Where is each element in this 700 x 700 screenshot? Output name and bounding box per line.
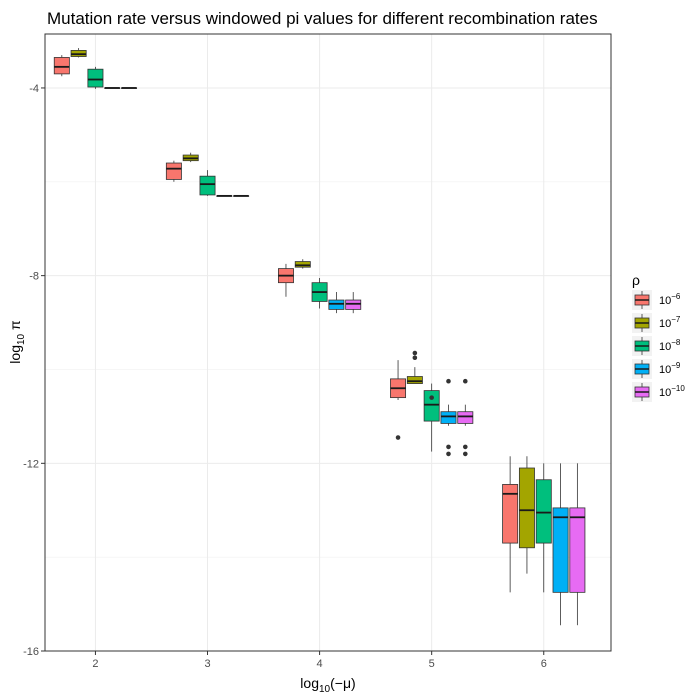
box xyxy=(569,463,586,626)
y-tick-label: -16 xyxy=(23,646,39,658)
box xyxy=(294,259,311,269)
box xyxy=(552,463,569,626)
box xyxy=(390,360,407,440)
box xyxy=(104,87,121,89)
box-body xyxy=(535,479,552,544)
outlier-point xyxy=(446,378,451,384)
box xyxy=(502,456,519,593)
outlier-point xyxy=(429,395,434,400)
y-tick-label: -4 xyxy=(29,83,39,95)
box xyxy=(182,152,199,163)
box xyxy=(535,463,552,593)
box xyxy=(278,263,294,297)
box-body xyxy=(569,507,586,593)
box-body xyxy=(294,261,311,268)
box xyxy=(345,292,362,314)
box xyxy=(328,292,345,314)
box-body xyxy=(518,467,535,549)
legend-label: 10−8 xyxy=(659,338,681,353)
box xyxy=(199,170,216,196)
box-body xyxy=(552,507,569,593)
x-tick-label: 5 xyxy=(429,658,435,670)
outlier-point xyxy=(446,444,451,450)
x-axis-label: log10(−μ) xyxy=(300,675,355,695)
legend-key xyxy=(632,313,652,333)
box xyxy=(233,194,250,197)
outlier-point xyxy=(412,355,418,361)
y-tick-label: -8 xyxy=(29,271,39,283)
legend-title: ρ xyxy=(632,272,640,288)
x-tick-label: 4 xyxy=(317,658,323,670)
outlier-point xyxy=(462,444,468,450)
plot-panel xyxy=(45,34,611,651)
y-tick-label: -12 xyxy=(23,458,39,470)
legend-label: 10−6 xyxy=(659,292,681,307)
box xyxy=(53,55,70,77)
box-body xyxy=(199,175,216,196)
outlier-point xyxy=(412,350,418,356)
box-body xyxy=(502,484,519,544)
legend-key xyxy=(632,336,652,356)
panel-border xyxy=(44,33,612,652)
box xyxy=(165,160,182,182)
legend-label: 10−10 xyxy=(659,384,685,399)
box xyxy=(121,87,138,89)
legend-label: 10−9 xyxy=(659,361,681,376)
outlier-point xyxy=(395,435,401,440)
legend-key xyxy=(632,382,652,402)
box-body xyxy=(165,162,182,180)
x-tick-label: 2 xyxy=(92,658,98,670)
box-series xyxy=(53,48,586,626)
box-body xyxy=(457,411,474,424)
chart-title: Mutation rate versus windowed pi values … xyxy=(47,9,598,28)
legend-label: 10−7 xyxy=(659,315,681,330)
box-body xyxy=(423,390,440,422)
box xyxy=(311,277,328,309)
legend-key xyxy=(632,359,652,379)
box-body xyxy=(345,299,362,310)
outlier-point xyxy=(446,451,451,457)
box-body xyxy=(53,57,70,75)
y-axis: -4 -8 -12 -16 xyxy=(23,83,45,658)
legend-key xyxy=(632,290,652,310)
x-tick-label: 6 xyxy=(541,658,547,670)
x-tick-label: 3 xyxy=(204,658,210,670)
box-body xyxy=(440,411,457,424)
box xyxy=(457,378,474,457)
legend: ρ 10−6 10−7 10−8 10−9 10−10 xyxy=(632,272,685,402)
box xyxy=(87,66,104,89)
box xyxy=(216,194,233,197)
x-axis: 2 3 4 5 6 xyxy=(92,651,547,670)
outlier-point xyxy=(462,451,468,457)
y-axis-label: log10 π xyxy=(7,320,27,364)
box xyxy=(440,378,457,457)
outlier-point xyxy=(462,378,468,384)
box xyxy=(423,383,440,452)
box-body xyxy=(87,68,104,88)
box-body xyxy=(406,376,423,384)
box xyxy=(406,350,423,384)
box-body xyxy=(328,299,345,310)
box xyxy=(70,48,87,58)
box xyxy=(518,456,535,574)
